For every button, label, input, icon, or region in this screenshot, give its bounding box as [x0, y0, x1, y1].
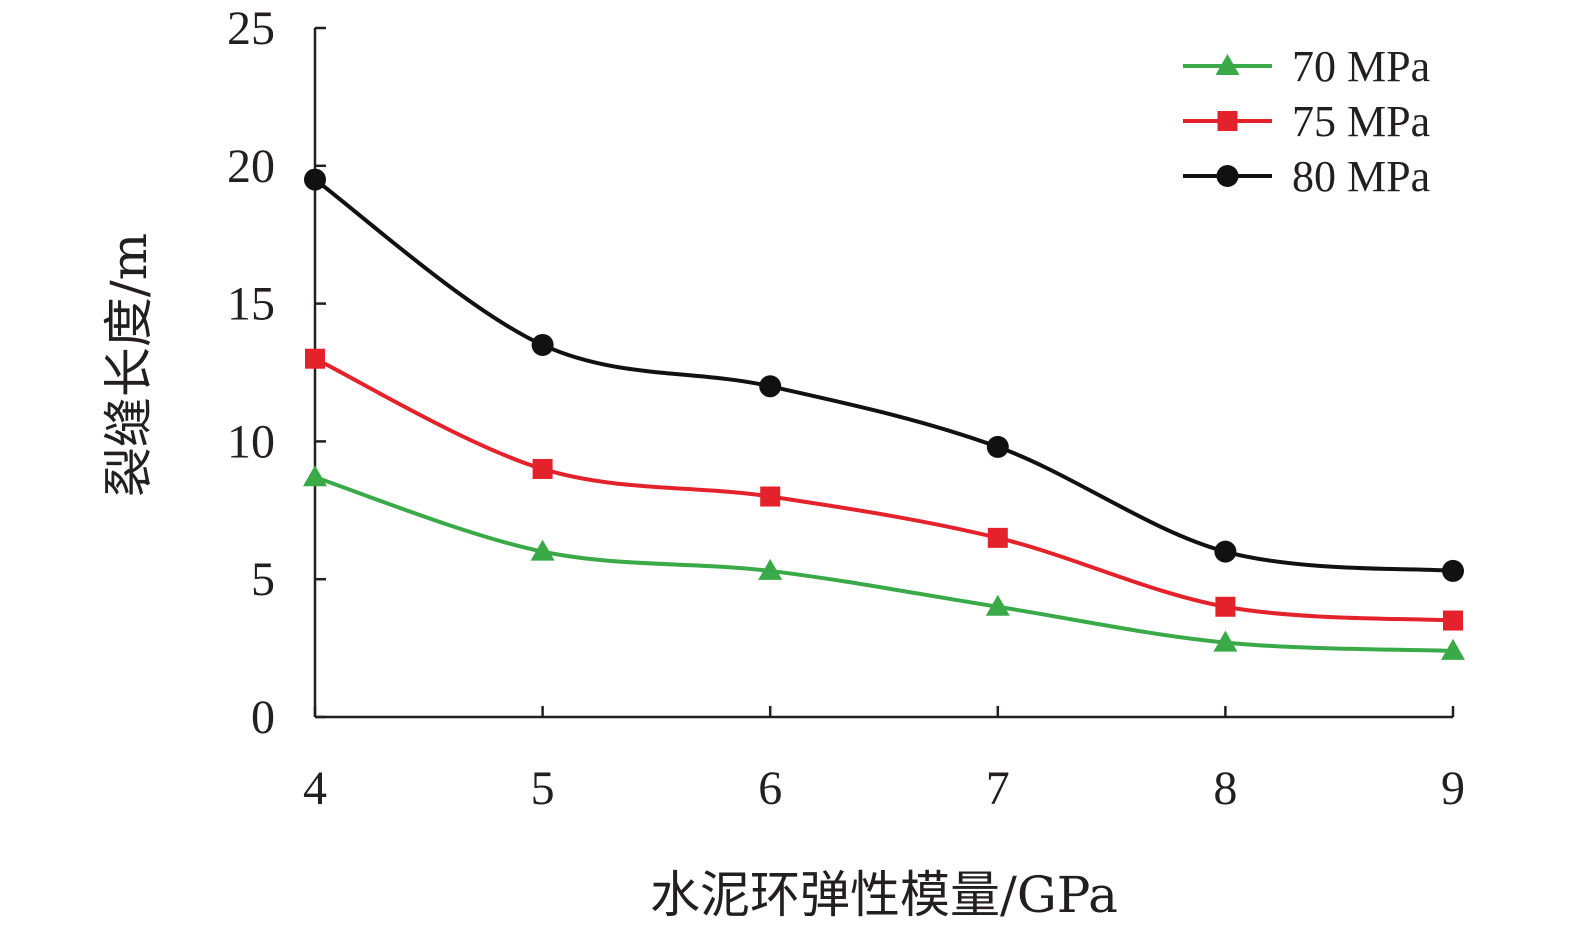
data-point	[985, 594, 1010, 616]
x-tick-label: 6	[758, 762, 782, 815]
legend-label: 70 MPa	[1292, 42, 1430, 91]
data-point	[759, 375, 782, 398]
legend-entry: 80 MPa	[1183, 152, 1430, 201]
x-tick-label: 4	[303, 762, 327, 815]
data-point	[1215, 596, 1236, 617]
series-line	[313, 177, 1455, 573]
y-axis-title: 裂缝长度/m	[100, 233, 158, 497]
x-tick-label: 9	[1441, 762, 1465, 815]
data-point	[1442, 559, 1464, 582]
y-tick-label: 15	[227, 278, 275, 331]
y-tick-label: 0	[251, 691, 275, 744]
data-point	[986, 435, 1009, 458]
legend-label: 75 MPa	[1292, 97, 1430, 146]
series-line	[313, 356, 1455, 623]
data-point	[1443, 610, 1463, 631]
data-point	[532, 458, 553, 479]
y-tick-label: 5	[251, 553, 275, 606]
series-line	[313, 475, 1455, 653]
legend: 70 MPa 75 MPa 80 MPa	[1183, 42, 1430, 201]
data-point	[531, 333, 554, 356]
x-tick-label: 7	[986, 762, 1010, 815]
series-0	[303, 465, 1465, 660]
x-tick-label: 5	[531, 762, 555, 815]
series-1	[305, 348, 1463, 631]
data-point	[305, 348, 325, 369]
x-tick-label: 8	[1213, 762, 1237, 815]
y-tick-label: 20	[227, 140, 275, 193]
data-point	[303, 465, 327, 487]
legend-marker	[1216, 165, 1239, 187]
data-point	[758, 558, 783, 580]
data-point	[760, 486, 781, 507]
legend-entry: 70 MPa	[1183, 42, 1430, 91]
x-axis-title: 水泥环弹性模量/GPa	[650, 866, 1118, 924]
legend-marker	[1215, 54, 1240, 75]
data-point	[530, 539, 555, 561]
y-ticks: 0 5 10 15 20 25	[227, 2, 326, 744]
data-point	[1441, 638, 1465, 660]
data-point	[1214, 540, 1237, 563]
axes	[313, 28, 1453, 719]
data-point	[304, 168, 326, 191]
legend-marker	[1217, 111, 1238, 131]
y-tick-label: 10	[227, 415, 275, 468]
x-ticks: 4 5 6 7 8 9	[303, 706, 1465, 815]
series-2	[304, 168, 1464, 582]
data-point	[1213, 630, 1238, 652]
legend-label: 80 MPa	[1292, 152, 1430, 201]
series-layer	[303, 168, 1465, 660]
data-point	[987, 527, 1008, 548]
y-tick-label: 25	[227, 2, 275, 55]
legend-entry: 75 MPa	[1183, 97, 1430, 146]
